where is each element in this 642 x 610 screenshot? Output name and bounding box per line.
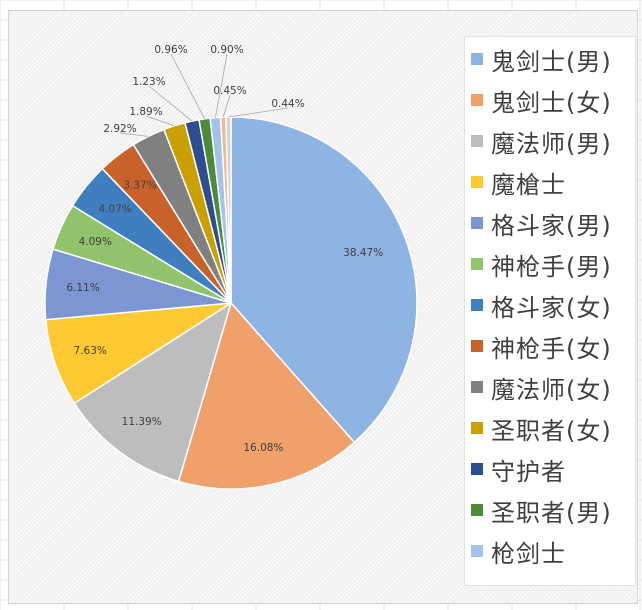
legend-label: 神枪手(女): [491, 334, 612, 363]
data-label: 16.08%: [243, 442, 283, 454]
legend-item[interactable]: 魔槍士: [471, 164, 566, 200]
data-label: 4.09%: [79, 236, 112, 248]
legend-label: 鬼剑士(女): [491, 88, 612, 117]
legend-swatch: [471, 340, 483, 352]
legend-label: 格斗家(男): [491, 211, 612, 240]
legend-label: 魔槍士: [491, 170, 566, 199]
data-label: 0.44%: [271, 98, 304, 110]
legend-swatch: [471, 381, 483, 393]
legend-label: 圣职者(男): [491, 498, 612, 527]
legend-swatch: [471, 217, 483, 229]
legend-item[interactable]: 魔法师(女): [471, 369, 612, 405]
data-label: 0.45%: [213, 85, 246, 97]
legend-item[interactable]: 圣职者(男): [471, 492, 612, 528]
legend-label: 鬼剑士(男): [491, 47, 612, 76]
legend-label: 守护者: [491, 457, 566, 486]
legend-item[interactable]: 神枪手(男): [471, 246, 612, 282]
legend[interactable]: 鬼剑士(男) 鬼剑士(女) 魔法师(男) 魔槍士格斗家(男) 神枪手(男) 格斗家(女) 神…: [464, 36, 636, 586]
data-label: 4.07%: [99, 204, 132, 216]
legend-swatch: [471, 53, 483, 65]
pie-slice[interactable]: [73, 301, 233, 483]
data-label: 6.11%: [66, 282, 99, 294]
data-label: 7.63%: [74, 345, 107, 357]
legend-label: 神枪手(男): [491, 252, 612, 281]
legend-swatch: [471, 463, 483, 475]
data-label: 11.39%: [122, 416, 162, 428]
legend-swatch: [471, 504, 483, 516]
legend-swatch: [471, 545, 483, 557]
leader-line: [215, 53, 228, 118]
legend-item[interactable]: 圣职者(女): [471, 410, 612, 446]
legend-swatch: [471, 135, 483, 147]
leader-line: [145, 115, 175, 127]
data-label: 38.47%: [343, 247, 383, 259]
legend-item[interactable]: 鬼剑士(男): [471, 41, 612, 77]
chart-area[interactable]: 38.47% 16.08% 11.39% 7.63% 6.11% 4.09% 4.07% 3.…: [8, 10, 638, 604]
legend-item[interactable]: 格斗家(女): [471, 287, 612, 323]
leader-line: [170, 53, 205, 120]
legend-swatch: [471, 422, 483, 434]
data-label: 1.23%: [132, 76, 165, 88]
legend-label: 格斗家(女): [491, 293, 612, 322]
legend-label: 魔法师(男): [491, 129, 612, 158]
leader-line: [228, 107, 289, 118]
legend-label: 圣职者(女): [491, 416, 612, 445]
pie-slice[interactable]: [177, 301, 356, 490]
data-label: 0.90%: [210, 44, 243, 56]
legend-item[interactable]: 枪剑士: [471, 533, 566, 569]
data-label: 1.89%: [129, 106, 162, 118]
legend-swatch: [471, 258, 483, 270]
legend-item[interactable]: 神枪手(女): [471, 328, 612, 364]
legend-swatch: [471, 299, 483, 311]
legend-label: 魔法师(女): [491, 375, 612, 404]
legend-swatch: [471, 94, 483, 106]
legend-swatch: [471, 176, 483, 188]
data-label: 0.96%: [154, 44, 187, 56]
legend-label: 枪剑士: [491, 539, 566, 568]
leader-line: [119, 132, 149, 137]
leader-line: [222, 94, 231, 118]
legend-item[interactable]: 格斗家(男): [471, 205, 612, 241]
pie-slice[interactable]: [230, 116, 418, 444]
legend-item[interactable]: 鬼剑士(女): [471, 82, 612, 118]
legend-item[interactable]: 魔法师(男): [471, 123, 612, 159]
data-label: 2.92%: [103, 123, 136, 135]
pie-chart: 38.47% 16.08% 11.39% 7.63% 6.11% 4.09% 4.07% 3.…: [44, 44, 418, 490]
data-label: 3.37%: [123, 179, 156, 191]
legend-item[interactable]: 守护者: [471, 451, 566, 487]
leader-line: [148, 85, 193, 122]
